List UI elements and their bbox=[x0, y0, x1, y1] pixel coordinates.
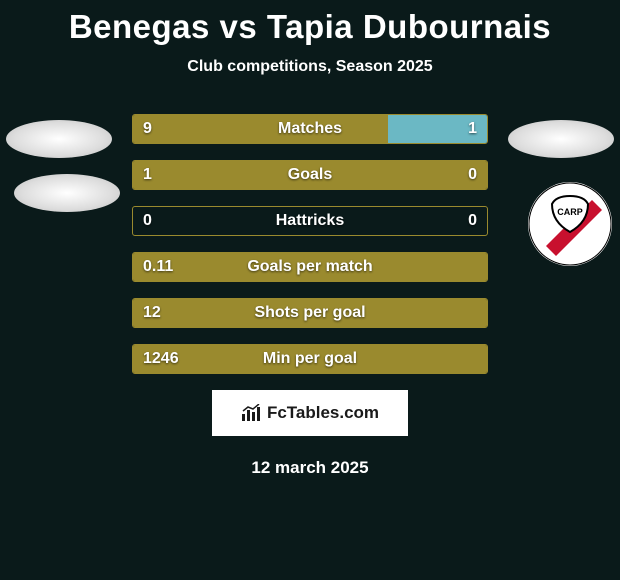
shield-icon: CARP bbox=[528, 182, 612, 266]
branding-box: FcTables.com bbox=[212, 390, 408, 436]
player-right-badge-1 bbox=[508, 120, 614, 158]
date-text: 12 march 2025 bbox=[0, 458, 620, 478]
player-left-badge-1 bbox=[6, 120, 112, 158]
player-left-badge-2 bbox=[14, 174, 120, 212]
club-badge-text: CARP bbox=[557, 207, 583, 217]
bar-row: 12Shots per goal bbox=[132, 298, 488, 328]
bar-row: 00Hattricks bbox=[132, 206, 488, 236]
page-title: Benegas vs Tapia Dubournais bbox=[0, 0, 620, 46]
bars-container: 91Matches 10Goals 00Hattricks 0.11Goals per… bbox=[132, 114, 488, 374]
bar-row: 10Goals bbox=[132, 160, 488, 190]
branding-text: FcTables.com bbox=[267, 403, 379, 423]
bar-row: 91Matches bbox=[132, 114, 488, 144]
chart-icon bbox=[241, 404, 263, 422]
subtitle: Club competitions, Season 2025 bbox=[0, 58, 620, 76]
bar-row: 0.11Goals per match bbox=[132, 252, 488, 282]
bar-label: Goals per match bbox=[133, 258, 487, 276]
comparison-chart: CARP 91Matches 10Goals 00Hattricks 0.11Goal… bbox=[0, 114, 620, 374]
bar-label: Matches bbox=[133, 120, 487, 138]
bar-label: Goals bbox=[133, 166, 487, 184]
bar-label: Hattricks bbox=[133, 212, 487, 230]
bar-label: Shots per goal bbox=[133, 304, 487, 322]
club-badge-river-plate: CARP bbox=[528, 182, 612, 266]
bar-label: Min per goal bbox=[133, 350, 487, 368]
bar-row: 1246Min per goal bbox=[132, 344, 488, 374]
